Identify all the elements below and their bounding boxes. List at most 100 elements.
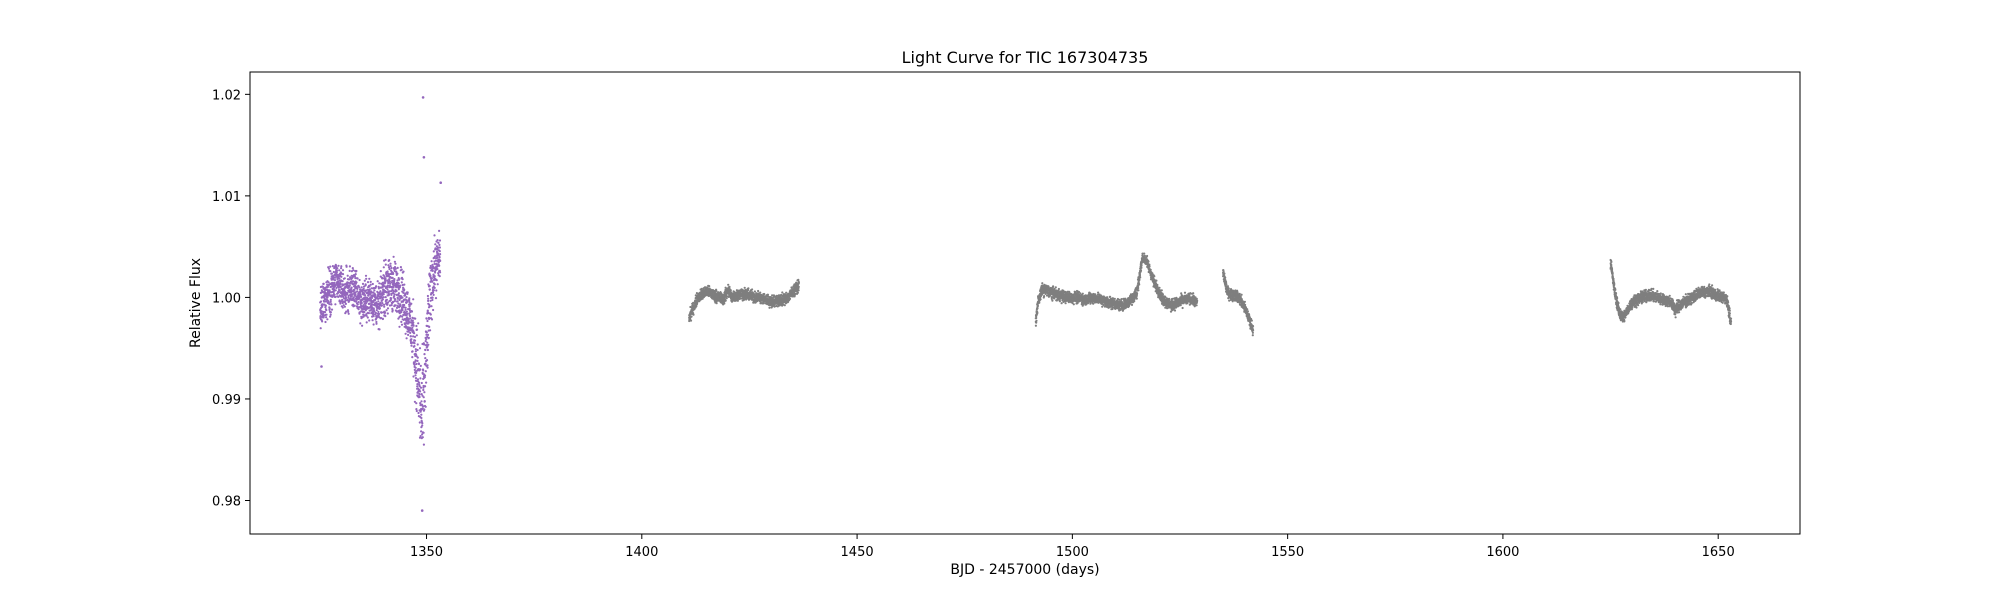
data-point: [386, 303, 389, 306]
data-point: [335, 269, 338, 272]
data-point: [414, 377, 418, 380]
data-point: [384, 296, 387, 299]
data-point: [425, 317, 428, 320]
data-point: [414, 317, 417, 320]
data-point: [378, 297, 382, 300]
data-point: [381, 298, 384, 301]
data-point: [428, 317, 431, 320]
data-point: [340, 265, 343, 268]
data-point: [724, 299, 727, 302]
data-point: [420, 430, 423, 433]
data-point: [1058, 300, 1061, 303]
data-point: [334, 284, 337, 287]
data-point: [430, 305, 433, 308]
data-point: [340, 275, 343, 278]
data-point: [352, 296, 355, 299]
data-point: [405, 296, 408, 299]
data-point: [380, 311, 383, 314]
data-point: [408, 297, 411, 300]
data-point: [392, 255, 395, 258]
data-point: [406, 291, 409, 294]
data-point: [366, 316, 369, 319]
data-point: [388, 279, 391, 282]
data-point: [359, 288, 362, 291]
data-point: [375, 322, 378, 325]
data-point: [430, 318, 434, 321]
data-point: [388, 259, 391, 262]
data-point: [363, 292, 366, 295]
data-point: [364, 302, 368, 305]
data-point: [393, 293, 396, 296]
data-point: [359, 295, 363, 298]
data-point: [368, 288, 371, 291]
data-point: [333, 281, 336, 284]
data-point: [427, 343, 430, 346]
data-point: [736, 299, 740, 302]
data-point: [427, 336, 430, 339]
data-point: [435, 250, 439, 253]
data-point: [326, 296, 329, 299]
data-point: [373, 289, 376, 292]
data-point: [412, 298, 415, 301]
data-point: [397, 302, 400, 305]
data-point: [339, 282, 342, 285]
data-point: [692, 313, 695, 316]
data-point: [372, 323, 375, 326]
data-point: [692, 301, 695, 304]
data-point: [797, 289, 800, 292]
data-point: [368, 285, 371, 288]
data-point: [387, 266, 391, 269]
data-point: [423, 376, 426, 379]
data-point: [327, 281, 330, 284]
data-point: [374, 311, 377, 315]
data-point: [322, 312, 325, 316]
data-point: [384, 263, 387, 266]
data-point: [344, 295, 347, 298]
data-point: [397, 284, 400, 287]
data-point: [324, 304, 327, 307]
data-point: [437, 252, 440, 255]
data-point: [433, 234, 436, 237]
data-point: [438, 250, 441, 253]
data-point: [745, 298, 748, 301]
data-point: [329, 313, 332, 316]
data-point: [375, 285, 378, 288]
data-point: [371, 282, 374, 286]
data-point: [391, 276, 394, 279]
data-point: [423, 400, 426, 403]
data-point: [433, 262, 436, 265]
data-point: [403, 283, 406, 286]
data-point: [336, 267, 339, 270]
data-point: [357, 301, 360, 304]
data-point: [362, 287, 365, 290]
data-point: [431, 291, 435, 294]
data-point: [432, 250, 435, 253]
data-point: [409, 331, 412, 334]
data-point: [432, 273, 435, 276]
data-point: [333, 293, 336, 296]
data-point: [380, 304, 383, 307]
data-point: [1036, 311, 1039, 314]
data-point: [723, 302, 726, 305]
data-point: [350, 295, 353, 298]
data-point: [1057, 287, 1060, 291]
data-point: [398, 278, 401, 281]
data-point: [376, 280, 379, 283]
data-point: [358, 286, 361, 289]
data-point: [329, 300, 332, 303]
data-point: [438, 243, 441, 246]
data-point: [1173, 309, 1177, 312]
data-point: [729, 289, 732, 292]
data-point: [1149, 268, 1152, 271]
data-point: [397, 288, 400, 291]
data-point: [797, 285, 800, 288]
data-point: [386, 307, 390, 310]
data-point: [438, 264, 441, 267]
data-point: [418, 347, 422, 350]
data-point: [715, 289, 718, 292]
data-point: [353, 275, 356, 278]
data-point: [364, 274, 368, 277]
data-point: [366, 281, 370, 284]
data-point: [405, 310, 408, 313]
data-point: [383, 275, 386, 278]
